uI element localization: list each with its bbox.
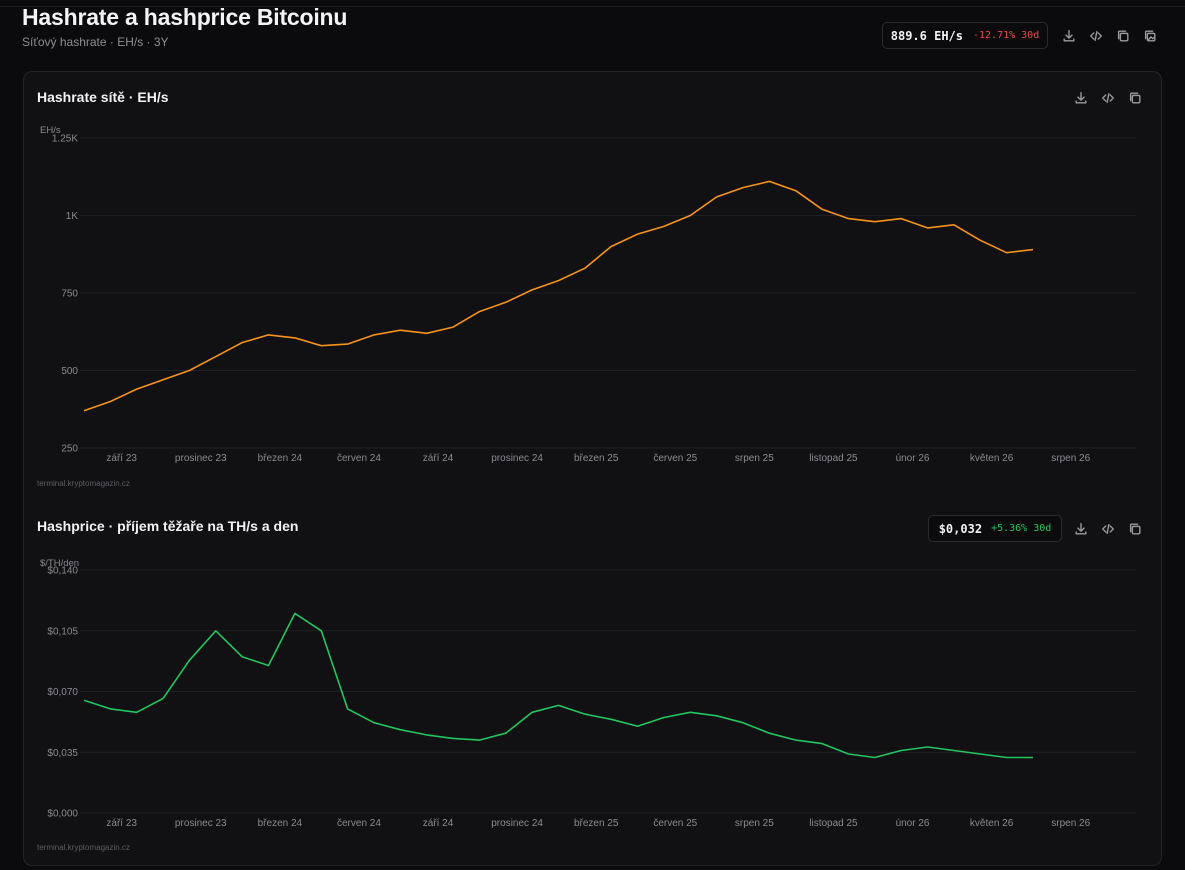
charts-card (23, 71, 1162, 866)
hashrate-x-tick-label: září 24 (423, 453, 454, 464)
hashrate-x-tick-label: září 23 (106, 453, 137, 464)
hashprice-chart-title: Hashprice · příjem těžaře na TH/s a den (37, 518, 299, 534)
hashrate-stat-badge: 889.6 EH/s -12.71% 30d (882, 22, 1048, 49)
hashrate-series-line (83, 180, 1034, 412)
hashrate-x-tick-label: únor 26 (896, 453, 930, 464)
hashprice-y-tick-label: $0,035 (47, 748, 78, 759)
hashprice-y-tick-label: $0,000 (47, 809, 78, 820)
copy-image-icon[interactable] (1142, 28, 1158, 44)
hashrate-x-tick-label: prosinec 24 (491, 453, 543, 464)
hashrate-x-tick-label: červen 24 (337, 453, 381, 464)
hashrate-y-tick-label: 250 (61, 444, 78, 455)
top-divider (0, 6, 1185, 7)
hashprice-watermark: terminal.kryptomagazin.cz (37, 843, 130, 852)
hashprice-unit-label: $/TH/den (40, 558, 79, 569)
hashrate-x-tick-label: srpen 26 (1051, 453, 1090, 464)
hashrate-x-tick-label: červen 25 (653, 453, 697, 464)
hashrate-stat-change: -12.71% 30d (973, 30, 1040, 41)
page-title: Hashrate a hashprice Bitcoinu (22, 4, 348, 30)
hashprice-x-tick-label: prosinec 24 (491, 818, 543, 829)
hashprice-x-tick-label: březen 24 (258, 818, 303, 829)
hashrate-y-tick-label: 500 (61, 366, 78, 377)
hashprice-stat-change: +5.36% 30d (991, 523, 1052, 534)
hashprice-series-line (83, 612, 1033, 759)
hashrate-x-tick-label: březen 25 (574, 453, 619, 464)
hashprice-y-tick-label: $0,105 (47, 626, 78, 637)
hashrate-unit-label: EH/s (40, 125, 61, 136)
hashprice-x-tick-label: září 23 (106, 818, 137, 829)
hashprice-x-tick-label: listopad 25 (809, 818, 858, 829)
hashrate-x-tick-label: srpen 25 (735, 453, 774, 464)
hashprice-x-tick-label: květen 26 (970, 818, 1014, 829)
hashrate-x-tick-label: prosinec 23 (175, 453, 227, 464)
code-icon[interactable] (1100, 90, 1116, 106)
download-icon[interactable] (1073, 521, 1089, 537)
code-icon[interactable] (1088, 28, 1104, 44)
hashprice-y-tick-label: $0,140 (47, 566, 78, 577)
page-subtitle: Síťový hashrate · EH/s · 3Y (22, 35, 169, 49)
hashrate-x-tick-label: listopad 25 (809, 453, 858, 464)
copy-icon[interactable] (1127, 521, 1143, 537)
hashprice-y-tick-label: $0,070 (47, 687, 78, 698)
hashprice-x-tick-label: srpen 25 (735, 818, 774, 829)
hashprice-x-tick-label: únor 26 (896, 818, 930, 829)
hashrate-x-tick-label: březen 24 (258, 453, 303, 464)
hashprice-x-tick-label: srpen 26 (1051, 818, 1090, 829)
download-icon[interactable] (1073, 90, 1089, 106)
hashprice-x-tick-label: prosinec 23 (175, 818, 227, 829)
copy-icon[interactable] (1115, 28, 1131, 44)
hashrate-y-tick-label: 1.25K (52, 134, 78, 145)
hashprice-stat-badge: $0,032 +5.36% 30d (928, 515, 1062, 542)
hashprice-x-tick-label: září 24 (423, 818, 454, 829)
copy-icon[interactable] (1127, 90, 1143, 106)
hashrate-y-tick-label: 1K (66, 211, 79, 222)
hashrate-chart-title: Hashrate sítě · EH/s (37, 89, 169, 105)
hashrate-watermark: terminal.kryptomagazin.cz (37, 479, 130, 488)
hashprice-x-tick-label: červen 24 (337, 818, 381, 829)
hashrate-stat-value: 889.6 EH/s (890, 28, 963, 43)
hashrate-y-tick-label: 750 (61, 289, 78, 300)
hashprice-x-tick-label: červen 25 (653, 818, 697, 829)
hashprice-stat-value: $0,032 (938, 521, 983, 536)
download-icon[interactable] (1061, 28, 1077, 44)
code-icon[interactable] (1100, 521, 1116, 537)
hashprice-x-tick-label: březen 25 (574, 818, 619, 829)
hashrate-x-tick-label: květen 26 (970, 453, 1014, 464)
